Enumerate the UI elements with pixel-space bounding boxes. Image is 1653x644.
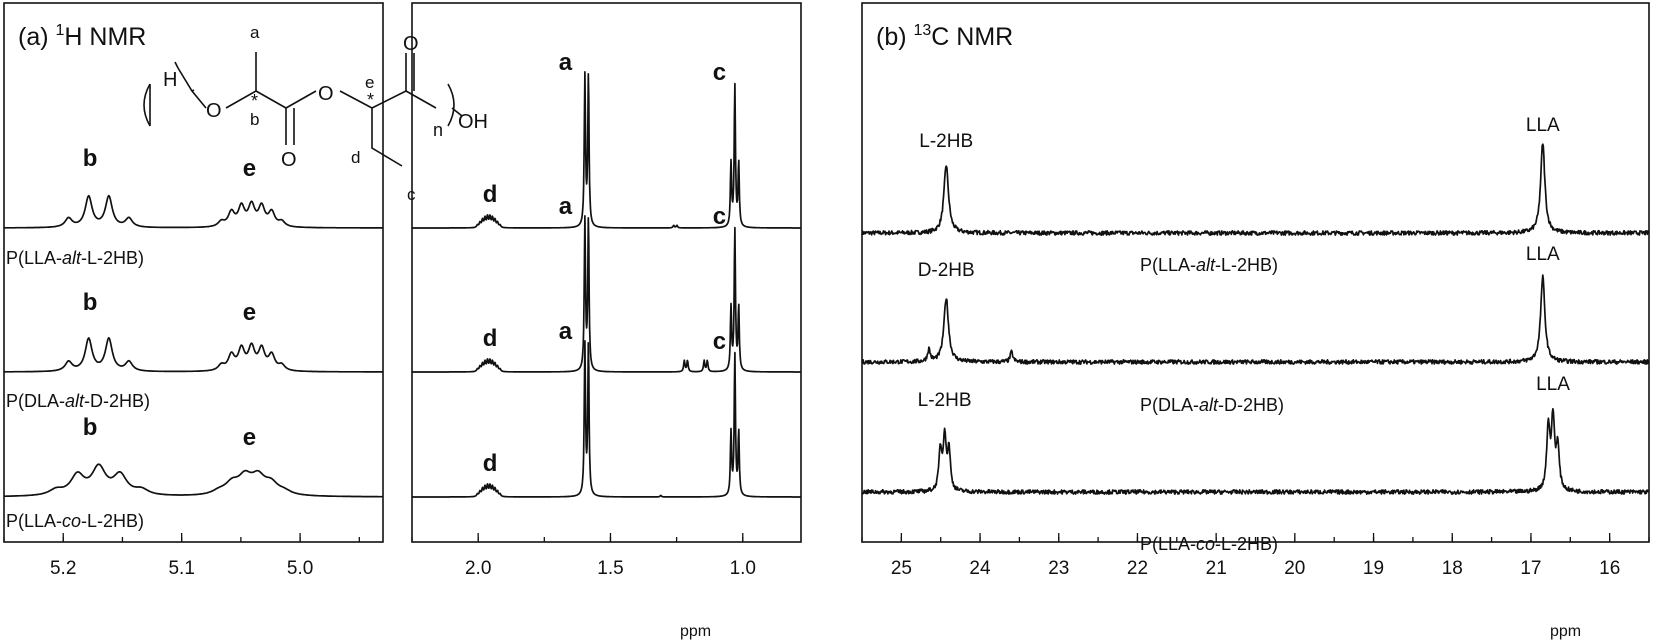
a-series-name-3: P(LLA-co-L-2HB) [6,511,144,531]
atom-o-4: O [403,33,419,55]
peak-label-e: e [243,155,256,182]
x-tick-label: 19 [1363,558,1384,579]
peak-label-c: c [713,203,726,230]
a-left-trace [4,336,383,373]
struct-label-a: a [250,23,260,42]
peak-label-d: d [483,450,498,477]
x-tick-label: 21 [1206,558,1227,579]
subscript-n: n [433,120,443,140]
b-series-name-2: P(DLA-alt-D-2HB) [1140,395,1284,415]
x-tick-label: 22 [1127,558,1148,579]
b-peak-label: LLA [1526,244,1560,265]
a-right-trace [411,340,802,498]
panel-b-spectra: L-2HB LLA D-2HB LLA L-2HB LLA [861,115,1650,495]
peak-label-a: a [559,318,573,345]
peak-label-a: a [559,193,573,220]
x-tick-label: 25 [891,558,912,579]
atom-o-1: O [206,100,222,122]
x-tick-label: 5.1 [168,558,194,579]
x-tick-label: 20 [1284,558,1305,579]
peak-label-a: a [559,49,573,76]
peak-label-c: c [713,59,726,86]
x-tick-label: 24 [969,558,991,579]
peak-label-b: b [83,414,98,441]
panel-b-title: (b) 13C NMR [876,22,1013,51]
struct-label-d: d [351,148,360,167]
b-xlabel: ppm [1550,623,1581,640]
x-tick-label: 5.2 [50,558,76,579]
struct-star-2: * [367,90,374,110]
x-tick-label: 23 [1048,558,1069,579]
peak-label-b: b [83,145,98,172]
x-tick-label: 16 [1599,558,1620,579]
panel-a-spectra: b e d a c b e d a c b e d a c [4,49,802,498]
panel-a-left-frame [3,2,384,543]
peak-label-d: d [483,325,498,352]
x-tick-label: 18 [1442,558,1463,579]
peak-label-d: d [483,181,498,208]
atom-h: H [163,69,177,91]
x-tick-label: 2.0 [465,558,491,579]
b-series-name-3: P(LLA-co-L-2HB) [1140,534,1278,554]
b-peak-label: D-2HB [918,260,975,281]
struct-star-1: * [251,91,258,111]
struct-label-b: b [250,110,259,129]
a-series-name-1: P(LLA-alt-L-2HB) [6,248,144,268]
b-series-name-1: P(LLA-alt-L-2HB) [1140,255,1278,275]
panel-a-right-frame [411,2,802,543]
a-xlabel: ppm [680,623,711,640]
a-right-trace [411,71,802,229]
b-trace [861,407,1650,495]
polymer-structure: H O O O O OH n a * b e * d c [143,23,488,204]
struct-label-e: e [365,73,374,92]
axes-ticks: 5.2 5.1 5.0 2.0 1.5 1.0 25 24 23 22 21 20 19 18 17 16 [3,533,1650,579]
panel-a-title: (a) 1H NMR [18,22,146,51]
atom-o-3: O [318,83,334,105]
a-series-name-2: P(DLA-alt-D-2HB) [6,391,150,411]
b-trace [861,274,1650,365]
x-tick-label: 5.0 [287,558,313,579]
b-peak-label: LLA [1536,374,1570,395]
struct-label-c: c [407,185,416,204]
b-peak-label: L-2HB [919,131,973,152]
a-right-trace [411,215,802,373]
a-left-trace [4,463,383,498]
x-tick-label: 1.0 [730,558,756,579]
b-peak-label: L-2HB [918,390,972,411]
atom-o-2: O [281,149,297,171]
a-left-trace [4,194,383,229]
peak-label-e: e [243,299,256,326]
peak-label-b: b [83,289,98,316]
x-tick-label: 1.5 [597,558,623,579]
atom-oh: OH [458,111,488,133]
peak-label-c: c [713,328,726,355]
peak-label-e: e [243,424,256,451]
b-peak-label: LLA [1526,115,1560,136]
x-tick-label: 17 [1520,558,1541,579]
b-trace [861,143,1650,236]
